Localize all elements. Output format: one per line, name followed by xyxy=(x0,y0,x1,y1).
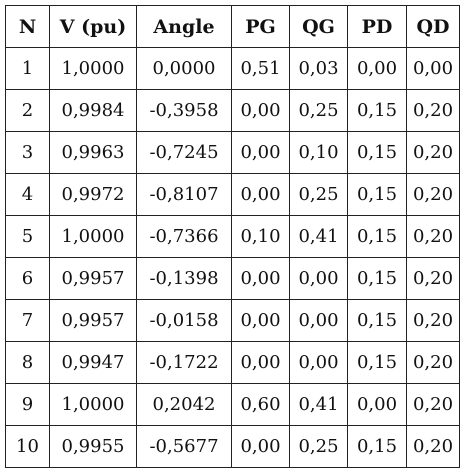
bus-data-table-container: N V (pu) Angle PG QG PD QD 1 1,0000 0,00… xyxy=(5,5,460,468)
cell-pd: 0,00 xyxy=(347,383,407,426)
table-row: 1 1,0000 0,0000 0,51 0,03 0,00 0,00 xyxy=(5,47,460,90)
cell-qg: 0,03 xyxy=(289,47,348,90)
header-pd: PD xyxy=(347,5,407,48)
cell-qg: 0,00 xyxy=(289,257,348,300)
cell-v-pu: 0,9957 xyxy=(49,257,137,300)
header-qg: QG xyxy=(289,5,348,48)
cell-v-pu: 0,9972 xyxy=(49,173,137,216)
cell-angle: -0,7366 xyxy=(136,215,232,258)
cell-v-pu: 1,0000 xyxy=(49,383,137,426)
cell-pd: 0,15 xyxy=(347,299,407,342)
cell-angle: 0,0000 xyxy=(136,47,232,90)
cell-v-pu: 1,0000 xyxy=(49,215,137,258)
cell-pd: 0,15 xyxy=(347,173,407,216)
cell-n: 5 xyxy=(5,215,50,258)
header-row: N V (pu) Angle PG QG PD QD xyxy=(5,5,460,48)
cell-qd: 0,20 xyxy=(406,425,460,468)
cell-angle: -0,1722 xyxy=(136,341,232,384)
cell-qd: 0,20 xyxy=(406,299,460,342)
header-n: N xyxy=(5,5,50,48)
table-row: 3 0,9963 -0,7245 0,00 0,10 0,15 0,20 xyxy=(5,131,460,174)
header-qd: QD xyxy=(406,5,460,48)
cell-n: 1 xyxy=(5,47,50,90)
cell-pd: 0,15 xyxy=(347,341,407,384)
cell-qd: 0,20 xyxy=(406,257,460,300)
table-row: 7 0,9957 -0,0158 0,00 0,00 0,15 0,20 xyxy=(5,299,460,342)
cell-angle: -0,0158 xyxy=(136,299,232,342)
cell-n: 4 xyxy=(5,173,50,216)
cell-qd: 0,20 xyxy=(406,173,460,216)
cell-pd: 0,15 xyxy=(347,215,407,258)
header-pg: PG xyxy=(231,5,290,48)
table-row: 8 0,9947 -0,1722 0,00 0,00 0,15 0,20 xyxy=(5,341,460,384)
cell-pg: 0,10 xyxy=(231,215,290,258)
cell-pd: 0,15 xyxy=(347,89,407,132)
cell-pg: 0,00 xyxy=(231,425,290,468)
cell-n: 10 xyxy=(5,425,50,468)
bus-data-table: N V (pu) Angle PG QG PD QD 1 1,0000 0,00… xyxy=(5,5,460,468)
cell-angle: -0,7245 xyxy=(136,131,232,174)
cell-v-pu: 0,9963 xyxy=(49,131,137,174)
cell-qg: 0,25 xyxy=(289,425,348,468)
cell-n: 3 xyxy=(5,131,50,174)
cell-qd: 0,20 xyxy=(406,383,460,426)
cell-qd: 0,20 xyxy=(406,341,460,384)
cell-qd: 0,20 xyxy=(406,131,460,174)
cell-n: 8 xyxy=(5,341,50,384)
cell-pd: 0,00 xyxy=(347,47,407,90)
cell-pd: 0,15 xyxy=(347,257,407,300)
cell-n: 6 xyxy=(5,257,50,300)
cell-qd: 0,20 xyxy=(406,215,460,258)
cell-pg: 0,00 xyxy=(231,341,290,384)
header-angle: Angle xyxy=(136,5,232,48)
table-header: N V (pu) Angle PG QG PD QD xyxy=(5,5,460,48)
table-body: 1 1,0000 0,0000 0,51 0,03 0,00 0,00 2 0,… xyxy=(5,47,460,468)
table-row: 10 0,9955 -0,5677 0,00 0,25 0,15 0,20 xyxy=(5,425,460,468)
cell-qg: 0,41 xyxy=(289,383,348,426)
cell-pg: 0,00 xyxy=(231,257,290,300)
cell-v-pu: 0,9955 xyxy=(49,425,137,468)
cell-v-pu: 0,9947 xyxy=(49,341,137,384)
cell-pg: 0,60 xyxy=(231,383,290,426)
cell-qg: 0,00 xyxy=(289,299,348,342)
cell-pg: 0,00 xyxy=(231,173,290,216)
table-row: 2 0,9984 -0,3958 0,00 0,25 0,15 0,20 xyxy=(5,89,460,132)
table-row: 9 1,0000 0,2042 0,60 0,41 0,00 0,20 xyxy=(5,383,460,426)
cell-angle: -0,8107 xyxy=(136,173,232,216)
cell-qg: 0,41 xyxy=(289,215,348,258)
cell-angle: -0,5677 xyxy=(136,425,232,468)
header-v-pu: V (pu) xyxy=(49,5,137,48)
cell-qd: 0,20 xyxy=(406,89,460,132)
cell-qg: 0,00 xyxy=(289,341,348,384)
cell-v-pu: 0,9984 xyxy=(49,89,137,132)
cell-qg: 0,25 xyxy=(289,173,348,216)
cell-pg: 0,00 xyxy=(231,131,290,174)
cell-n: 2 xyxy=(5,89,50,132)
cell-pg: 0,51 xyxy=(231,47,290,90)
table-row: 4 0,9972 -0,8107 0,00 0,25 0,15 0,20 xyxy=(5,173,460,216)
cell-n: 9 xyxy=(5,383,50,426)
cell-pd: 0,15 xyxy=(347,425,407,468)
cell-angle: -0,1398 xyxy=(136,257,232,300)
cell-angle: 0,2042 xyxy=(136,383,232,426)
table-row: 5 1,0000 -0,7366 0,10 0,41 0,15 0,20 xyxy=(5,215,460,258)
table-row: 6 0,9957 -0,1398 0,00 0,00 0,15 0,20 xyxy=(5,257,460,300)
cell-v-pu: 1,0000 xyxy=(49,47,137,90)
cell-qd: 0,00 xyxy=(406,47,460,90)
cell-n: 7 xyxy=(5,299,50,342)
cell-qg: 0,10 xyxy=(289,131,348,174)
cell-qg: 0,25 xyxy=(289,89,348,132)
cell-v-pu: 0,9957 xyxy=(49,299,137,342)
cell-pg: 0,00 xyxy=(231,299,290,342)
cell-pg: 0,00 xyxy=(231,89,290,132)
cell-angle: -0,3958 xyxy=(136,89,232,132)
cell-pd: 0,15 xyxy=(347,131,407,174)
